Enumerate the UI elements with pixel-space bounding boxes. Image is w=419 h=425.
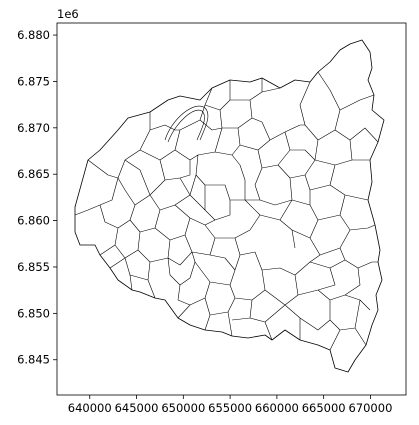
y-offset-label: 1e6 <box>57 7 79 21</box>
y-tick-label: 6.865 <box>17 167 50 181</box>
y-tick-label: 6.870 <box>17 121 50 135</box>
y-tick-label: 6.845 <box>17 353 50 367</box>
y-tick-label: 6.880 <box>17 28 50 42</box>
boundary-lines <box>74 71 379 351</box>
x-tick-label: 650000 <box>161 401 205 415</box>
y-axis: 6.845 6.850 6.855 6.860 6.865 6.870 6.875 6.880 <box>17 28 57 367</box>
y-tick-label: 6.860 <box>17 214 50 228</box>
y-tick-label: 6.855 <box>17 260 50 274</box>
x-tick-label: 655000 <box>208 401 252 415</box>
map-boundaries <box>74 39 385 373</box>
y-tick-label: 6.875 <box>17 74 50 88</box>
axes-frame <box>56 22 407 396</box>
y-tick-label: 6.850 <box>17 306 50 320</box>
x-tick-label: 670000 <box>348 401 392 415</box>
x-tick-label: 640000 <box>68 401 112 415</box>
river-loop <box>164 105 209 143</box>
x-axis: 640000 645000 650000 655000 660000 665000 6700… <box>68 395 392 415</box>
region-outline <box>74 39 385 373</box>
x-tick-label: 665000 <box>302 401 346 415</box>
x-tick-label: 645000 <box>115 401 159 415</box>
x-tick-label: 660000 <box>255 401 299 415</box>
